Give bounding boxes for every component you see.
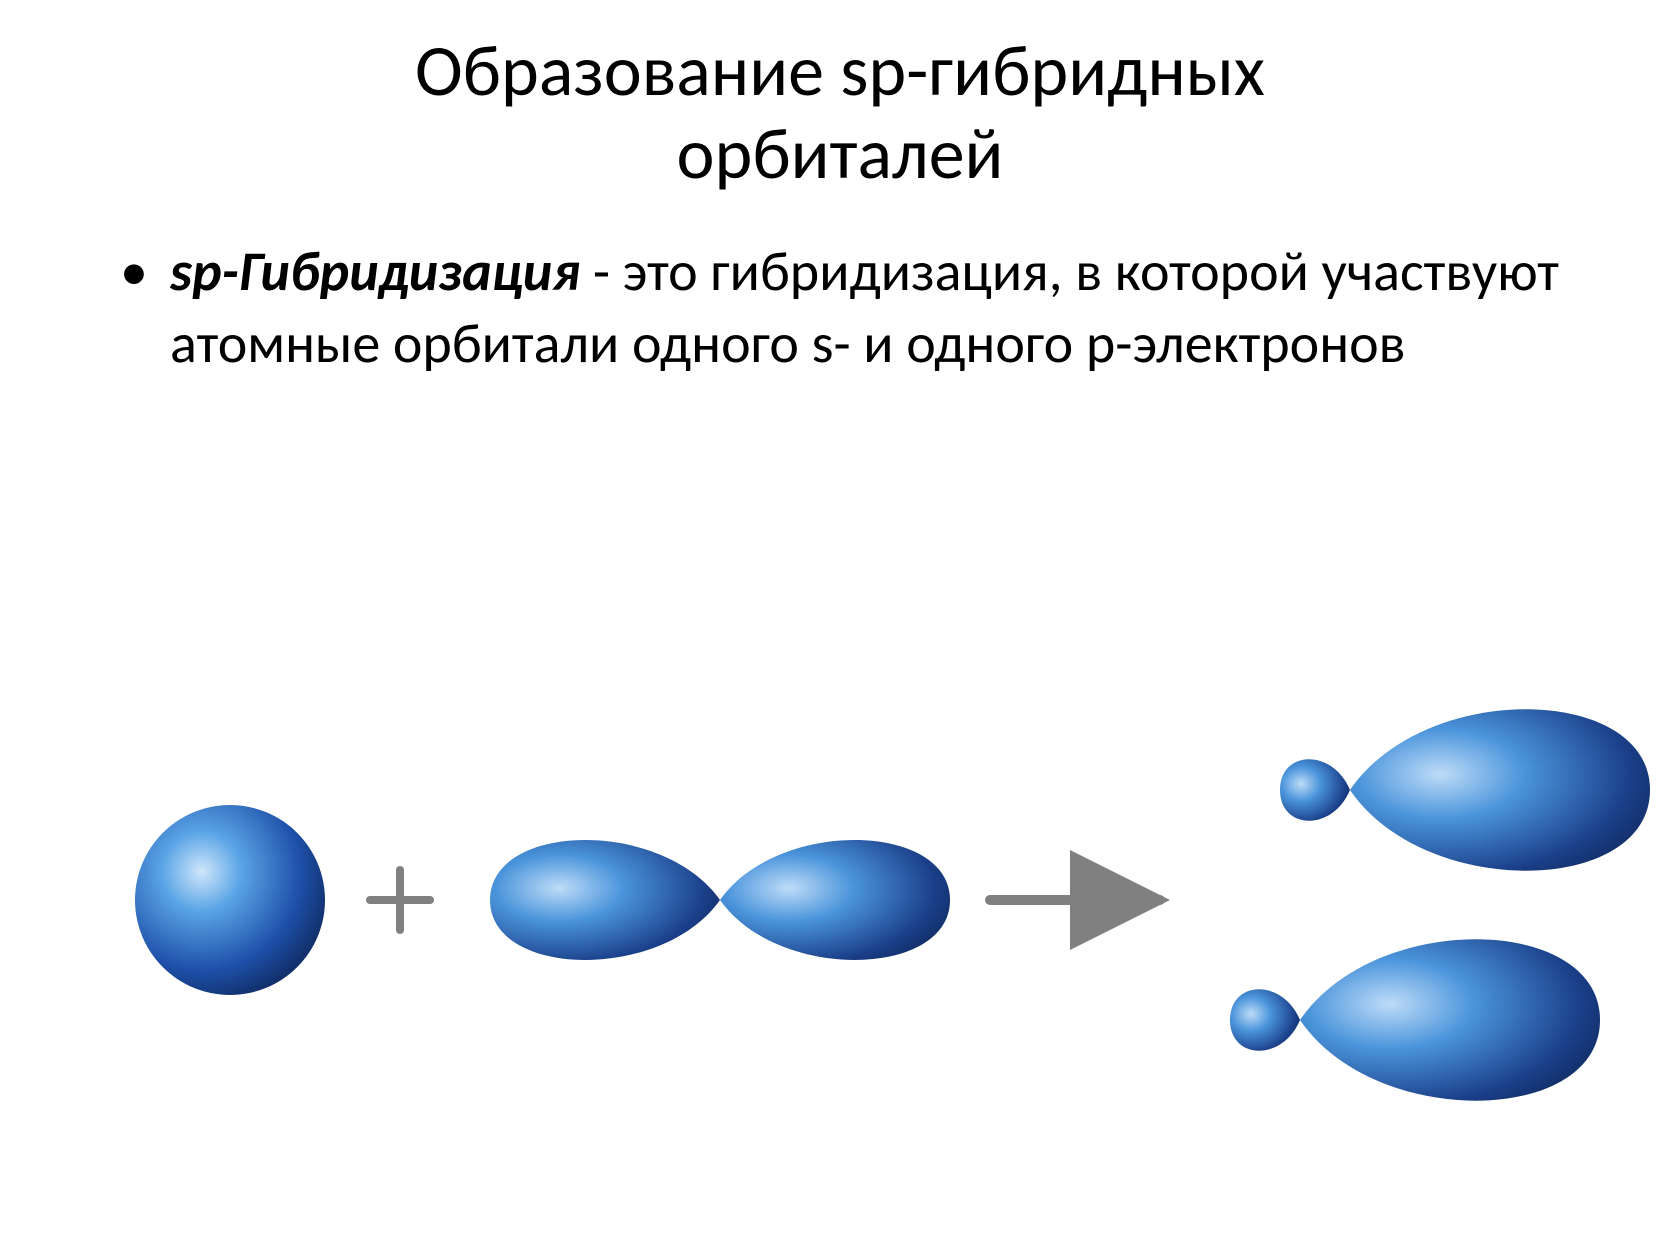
orbital-diagram <box>0 680 1680 1180</box>
bullet-bold-term: sp-Гибридизация <box>170 238 580 306</box>
title-line-1: Образование sp-гибридных <box>415 27 1265 115</box>
plus-icon <box>370 870 430 930</box>
page-title: Образование sp-гибридных орбиталей <box>0 0 1680 196</box>
bullet-item: sp-Гибридизация - это гибридизация, в ко… <box>110 236 1570 382</box>
s-orbital <box>135 805 325 995</box>
title-line-2: орбиталей <box>677 110 1004 198</box>
p-orbital <box>490 840 950 960</box>
body-text: sp-Гибридизация - это гибридизация, в ко… <box>0 196 1680 382</box>
sp-hybrid-bottom <box>1230 939 1600 1100</box>
sp-hybrid-top <box>1280 709 1650 870</box>
